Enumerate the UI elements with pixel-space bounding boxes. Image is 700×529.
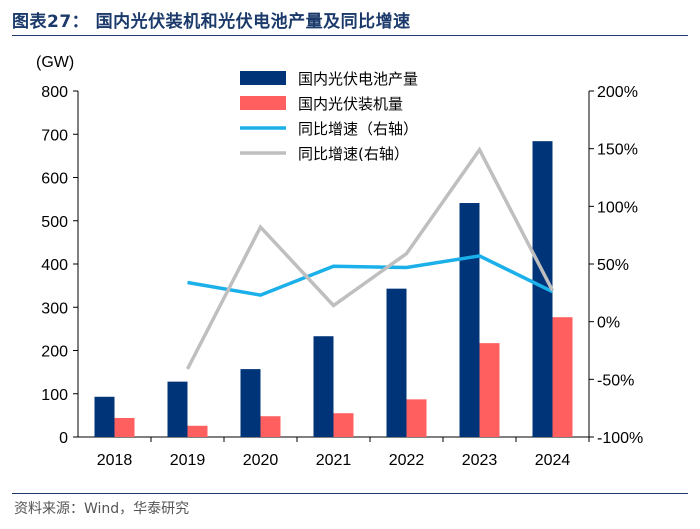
source-note: 资料来源：Wind，华泰研究 [14, 501, 190, 517]
y2-tick-label: -100% [597, 430, 643, 447]
x-tick-label: 2019 [170, 452, 206, 469]
y2-tick-label: 150% [597, 142, 638, 159]
bar-cell-production [532, 141, 553, 438]
y-tick-label: 300 [41, 300, 68, 317]
x-tick-label: 2020 [243, 452, 279, 469]
legend-label: 同比增速(右轴） [298, 145, 409, 163]
bar-installed-capacity [406, 399, 427, 437]
bar-cell-production [459, 203, 480, 437]
y-tick-label: 800 [41, 84, 68, 101]
y-tick-label: 700 [41, 127, 68, 144]
legend-label: 国内光伏电池产量 [298, 70, 418, 88]
legend-label: 同比增速（右轴） [298, 120, 418, 138]
lines [185, 146, 555, 370]
y-tick-label: 0 [59, 430, 68, 447]
y-tick-label: 600 [41, 171, 68, 188]
y-tick-label: 100 [41, 387, 68, 404]
x-tick-label: 2024 [535, 452, 571, 469]
x-tick-label: 2022 [389, 452, 425, 469]
title-rule [12, 35, 688, 36]
bar-cell-production [167, 381, 188, 437]
bar-installed-capacity [260, 416, 281, 437]
figure-title: 图表27： 国内光伏装机和光伏电池产量及同比增速 [12, 12, 411, 32]
bar-cell-production [313, 336, 334, 437]
bar-cell-production [94, 396, 115, 437]
source-rule [12, 493, 688, 494]
legend-swatch [240, 96, 286, 110]
y2-tick-label: 100% [597, 199, 638, 216]
y-tick-label: 400 [41, 257, 68, 274]
bar-cell-production [240, 369, 261, 437]
line-growth-blue [187, 254, 554, 297]
bar-installed-capacity [552, 317, 573, 437]
bars [94, 141, 573, 438]
x-tick-label: 2018 [97, 452, 133, 469]
y2-tick-label: 200% [597, 84, 638, 101]
y-tick-label: 200 [41, 344, 68, 361]
x-tick-label: 2021 [316, 452, 352, 469]
legend-label: 国内光伏装机量 [298, 95, 403, 113]
bar-installed-capacity [479, 343, 500, 437]
bar-installed-capacity [187, 425, 208, 437]
y2-tick-label: -50% [597, 372, 634, 389]
bar-installed-capacity [333, 413, 354, 437]
y2-tick-label: 0% [597, 315, 620, 332]
x-tick-label: 2023 [462, 452, 498, 469]
y-axis-unit: (GW) [36, 54, 74, 71]
legend-swatch [240, 71, 286, 85]
y2-tick-label: 50% [597, 257, 629, 274]
y-tick-label: 500 [41, 214, 68, 231]
axes: (GW) 0 100 200 300 400 500 600 700 800 -100% -50% 0%… [36, 54, 643, 469]
bar-cell-production [386, 288, 407, 437]
line-growth-gray [185, 146, 555, 370]
bar-installed-capacity [114, 417, 135, 437]
